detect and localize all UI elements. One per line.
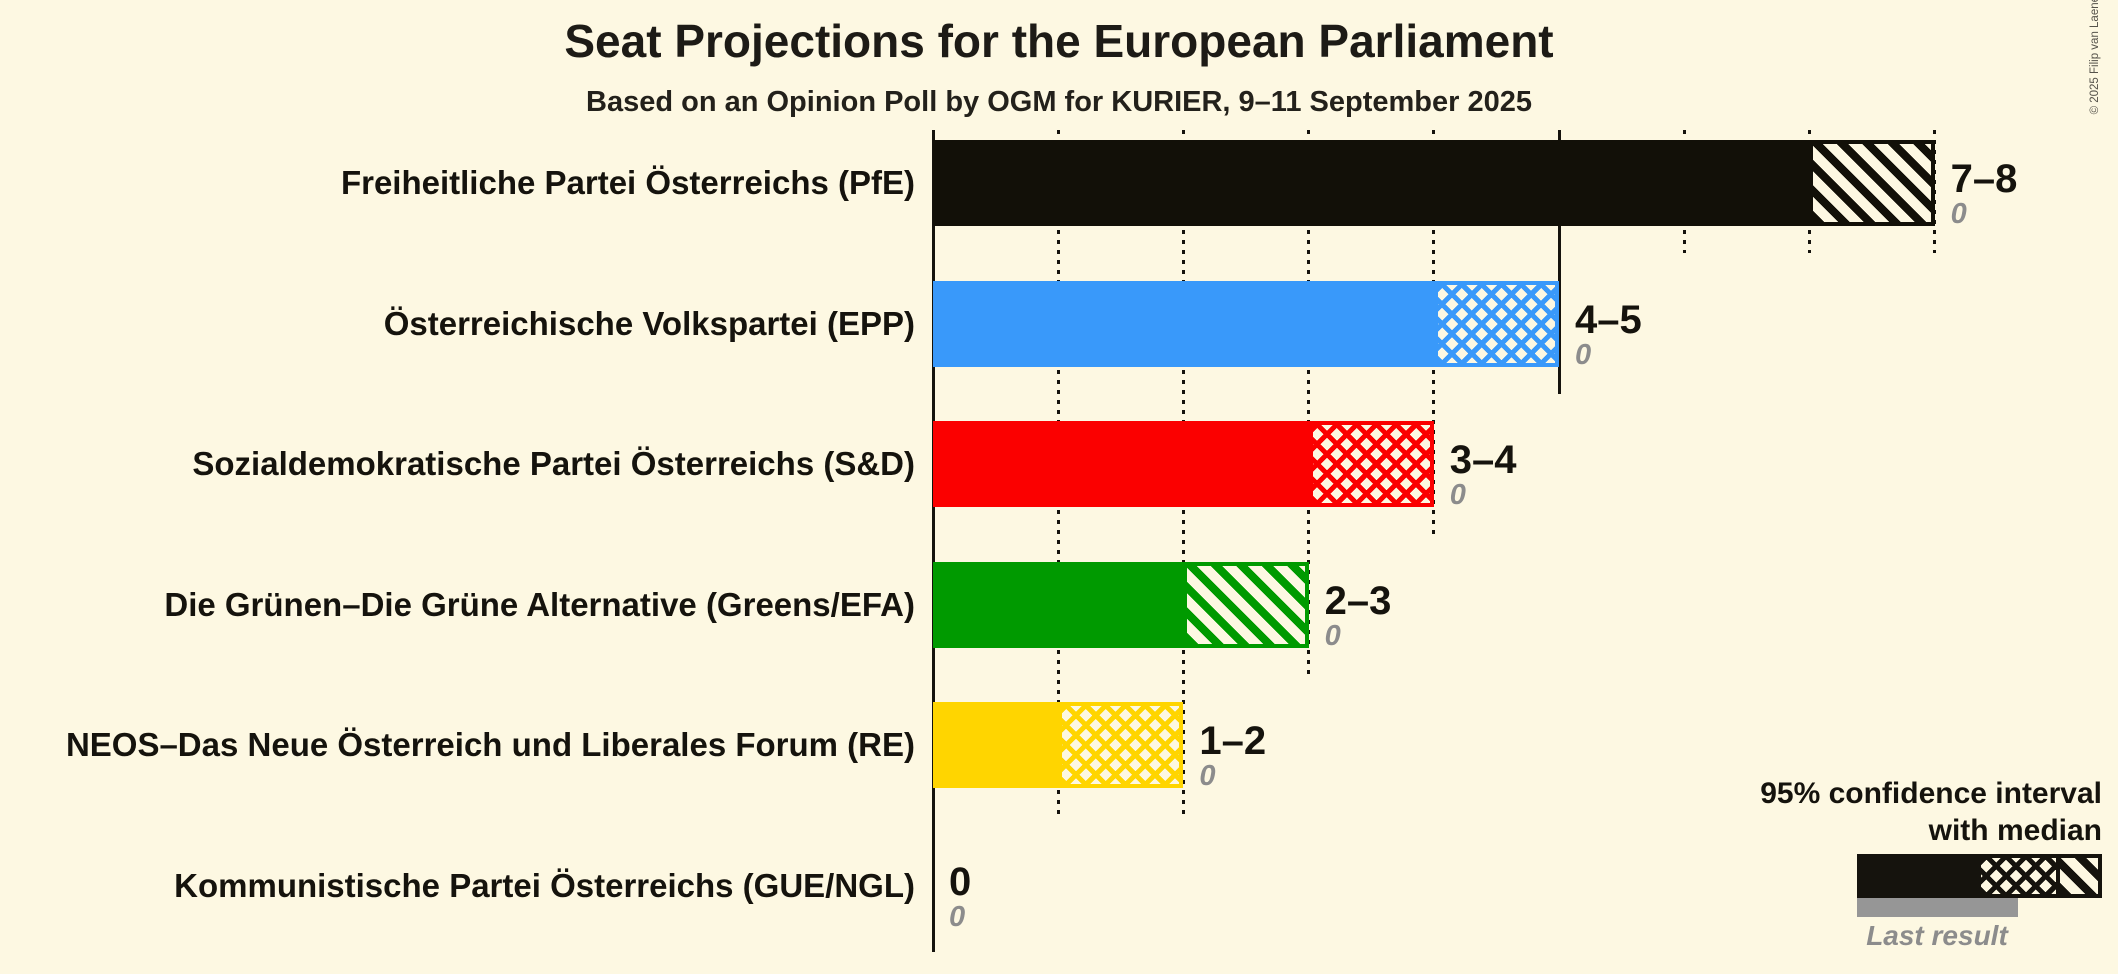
last-result-label: 0 (1950, 198, 1967, 230)
party-label: Die Grünen–Die Grüne Alternative (Greens… (164, 585, 915, 623)
last-result-label: 0 (949, 900, 966, 933)
bar-median-5 (933, 702, 1059, 788)
last-result-label: 0 (1575, 338, 1592, 371)
last-result-label: 0 (1449, 479, 1466, 511)
seat-range-label: 0 (949, 859, 972, 904)
legend-last-result-bar (1857, 898, 2018, 917)
legend-sample-bar (1857, 854, 2102, 898)
bar-confidence-interval-1 (1809, 140, 1935, 226)
bar-confidence-interval-3 (1308, 421, 1434, 507)
y-axis-line (931, 130, 935, 952)
bar-confidence-interval-4 (1183, 561, 1309, 648)
seat-range-label: 4–5 (1575, 297, 1642, 342)
gridline-seat-8 (1933, 130, 1937, 253)
bar-confidence-interval-5 (1058, 702, 1184, 788)
legend-ci-label-line2: with median (1928, 814, 2102, 847)
seat-range-label: 2–3 (1324, 578, 1392, 623)
chart-subtitle: Based on an Opinion Poll by OGM for KURI… (586, 86, 1532, 118)
bar-median-4 (933, 561, 1184, 648)
legend-ci-label-line1: 95% confidence interval (1760, 777, 2102, 810)
legend-sample-crosshatch-segment (1977, 854, 2060, 898)
legend-sample-solid-segment (1857, 854, 1977, 898)
legend-sample-stripes-segment (2060, 854, 2102, 898)
chart-title: Seat Projections for the European Parlia… (564, 15, 1554, 67)
seat-range-label: 7–8 (1950, 157, 2018, 201)
last-result-label: 0 (1324, 619, 1341, 652)
bar-median-1 (933, 140, 1810, 226)
bar-median-2 (933, 280, 1434, 367)
party-label: Österreichische Volkspartei (EPP) (383, 304, 915, 342)
solid-gridline-seat-5 (1557, 130, 1561, 394)
legend-last-result-label: Last result (1866, 920, 2008, 951)
gridline-seat-3 (1307, 130, 1311, 675)
party-label: Kommunistische Partei Österreichs (GUE/N… (174, 866, 915, 904)
seat-range-label: 1–2 (1199, 719, 1267, 763)
last-result-label: 0 (1199, 760, 1216, 792)
bar-median-3 (933, 421, 1309, 507)
bar-confidence-interval-2 (1433, 280, 1559, 367)
party-label: Sozialdemokratische Partei Österreichs (… (192, 445, 915, 482)
party-label: NEOS–Das Neue Österreich und Liberales F… (65, 726, 915, 763)
copyright-notice: © 2025 Filip van Laenen (2089, 0, 2101, 115)
seat-range-label: 3–4 (1449, 438, 1517, 482)
party-label: Freiheitliche Partei Österreichs (PfE) (340, 164, 915, 201)
